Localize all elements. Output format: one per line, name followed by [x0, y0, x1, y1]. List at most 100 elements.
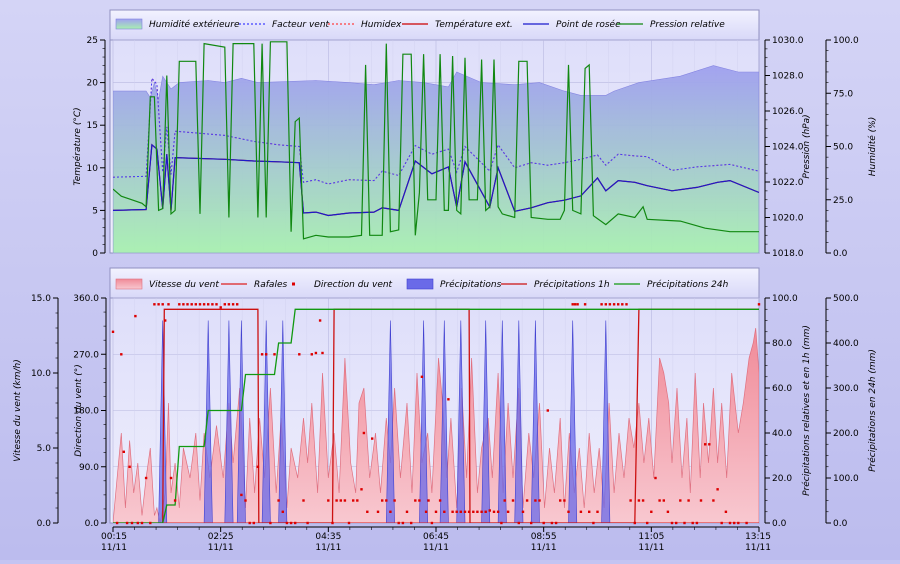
- wind-direction-point: [202, 303, 206, 306]
- wind-direction-point: [716, 488, 719, 491]
- wind-direction-point: [418, 499, 421, 502]
- time-tick-label: 02:25: [208, 532, 234, 542]
- bottom-legend-box: [109, 267, 760, 299]
- wind-direction-point: [625, 303, 628, 306]
- wind-speed-axis-title: Vitesse du vent (km/h): [13, 359, 23, 461]
- precip-24h-line: [113, 308, 759, 523]
- wind-direction-point: [260, 353, 264, 356]
- wind-direction-point: [455, 510, 458, 513]
- wind-direction-point: [695, 521, 699, 525]
- wind-direction-point: [289, 521, 293, 525]
- wind-direction-point: [521, 510, 525, 513]
- wind-direction-point: [600, 303, 603, 306]
- wind-direction-point: [641, 499, 645, 502]
- wind-direction-point: [327, 499, 330, 502]
- wind-direction-point: [231, 303, 235, 306]
- wind-direction-point: [699, 499, 703, 502]
- wind-direction-point: [492, 510, 496, 513]
- wind-direction-point: [223, 303, 226, 306]
- wind-direction-point: [115, 521, 119, 525]
- precip-rel-axis-tick-label: 20.0: [772, 474, 792, 484]
- wind-direction-point: [207, 303, 210, 306]
- wind-direction-point: [579, 510, 583, 513]
- wind-direction-point: [530, 521, 533, 525]
- wind-direction-point: [420, 375, 424, 378]
- wind-direction-point: [347, 521, 351, 525]
- wind-direction-point: [273, 353, 276, 356]
- wind-direction-point: [534, 499, 537, 502]
- wind-direction-point: [459, 510, 462, 513]
- precip-24h-axis-tick-label: 300.0: [833, 384, 859, 394]
- time-tick-label: 06:45: [423, 532, 449, 542]
- wind-direction-point: [227, 303, 231, 306]
- pressure-axis-tick-label: 1018.0: [772, 249, 804, 259]
- wind-direction-point: [737, 521, 740, 525]
- legend-label: Pression relative: [650, 20, 725, 30]
- legend-label: Humidex: [361, 20, 402, 30]
- wind-direction-point: [424, 510, 428, 513]
- legend-label: Précipitations: [440, 279, 502, 290]
- time-tick-label: 11:05: [638, 532, 664, 542]
- legend-label: Rafales: [254, 280, 287, 290]
- wind-direction-point: [496, 510, 500, 513]
- wind-direction-point: [164, 319, 167, 322]
- wind-direction-point: [136, 521, 139, 525]
- wind-direction-point: [285, 521, 289, 525]
- date-tick-label: 11/11: [101, 543, 127, 553]
- wind-direction-point: [427, 499, 430, 502]
- wind-direction-point: [472, 510, 475, 513]
- wind-direction-point: [542, 521, 545, 525]
- wind-direction-point: [186, 303, 189, 306]
- wind-direction-point: [650, 510, 653, 513]
- wind-direction-point: [563, 499, 566, 502]
- wind-direction-point: [588, 510, 591, 513]
- wind-direction-point: [712, 499, 715, 502]
- wind-direction-point: [666, 510, 670, 513]
- wind-direction-point: [318, 319, 322, 322]
- humidity-area: [113, 65, 759, 253]
- temp-axis-tick-label: 15: [87, 121, 98, 131]
- wind-direction-point: [596, 510, 599, 513]
- date-tick-label: 11/11: [638, 543, 664, 553]
- wind-direction-point: [314, 351, 318, 355]
- time-tick-label: 00:15: [101, 532, 127, 542]
- wind-direction-point: [410, 521, 413, 525]
- wind-direction-point: [503, 499, 506, 502]
- wind-direction-axis-tick-label: 90.0: [79, 463, 99, 473]
- legend-swatch: [115, 278, 143, 290]
- wind-direction-point: [480, 510, 483, 513]
- wind-direction-point: [256, 465, 260, 468]
- wind-direction-point: [248, 521, 251, 525]
- wind-direction-point: [434, 510, 438, 513]
- pressure-axis-tick-label: 1022.0: [772, 178, 804, 188]
- wind-direction-point: [194, 303, 197, 306]
- pressure-axis-tick-label: 1026.0: [772, 107, 804, 117]
- temp-axis-title: Température (°C): [72, 107, 83, 185]
- wind-speed-axis-tick-label: 5.0: [37, 444, 52, 454]
- legend-swatch: [292, 282, 295, 286]
- dew-point-line: [113, 143, 759, 217]
- wind-direction-point: [463, 510, 467, 513]
- humidity-axis-tick-label: 0.0: [833, 249, 848, 259]
- wind-direction-point: [356, 499, 359, 502]
- wind-direction-point: [571, 303, 574, 306]
- precip-rel-axis-tick-label: 80.0: [772, 339, 792, 349]
- wind-direction-point: [149, 521, 152, 525]
- date-tick-label: 11/11: [531, 543, 557, 553]
- wind-direction-point: [366, 510, 369, 513]
- wind-direction-point: [538, 499, 541, 502]
- wind-direction-point: [525, 499, 529, 502]
- wind-direction-point: [182, 303, 185, 306]
- wind-direction-point: [352, 499, 355, 502]
- wind-direction-point: [517, 521, 520, 525]
- time-tick-label: 08:55: [531, 532, 557, 542]
- time-tick-label: 13:15: [745, 532, 771, 542]
- wind-direction-point: [745, 521, 748, 525]
- wind-direction-axis-tick-label: 180.0: [73, 407, 99, 417]
- wind-direction-point: [269, 521, 272, 525]
- precip-24h-axis-tick-label: 0.0: [833, 519, 848, 529]
- wind-speed-axis-tick-label: 0.0: [37, 519, 52, 529]
- legend-label: Vitesse du vent: [149, 280, 219, 290]
